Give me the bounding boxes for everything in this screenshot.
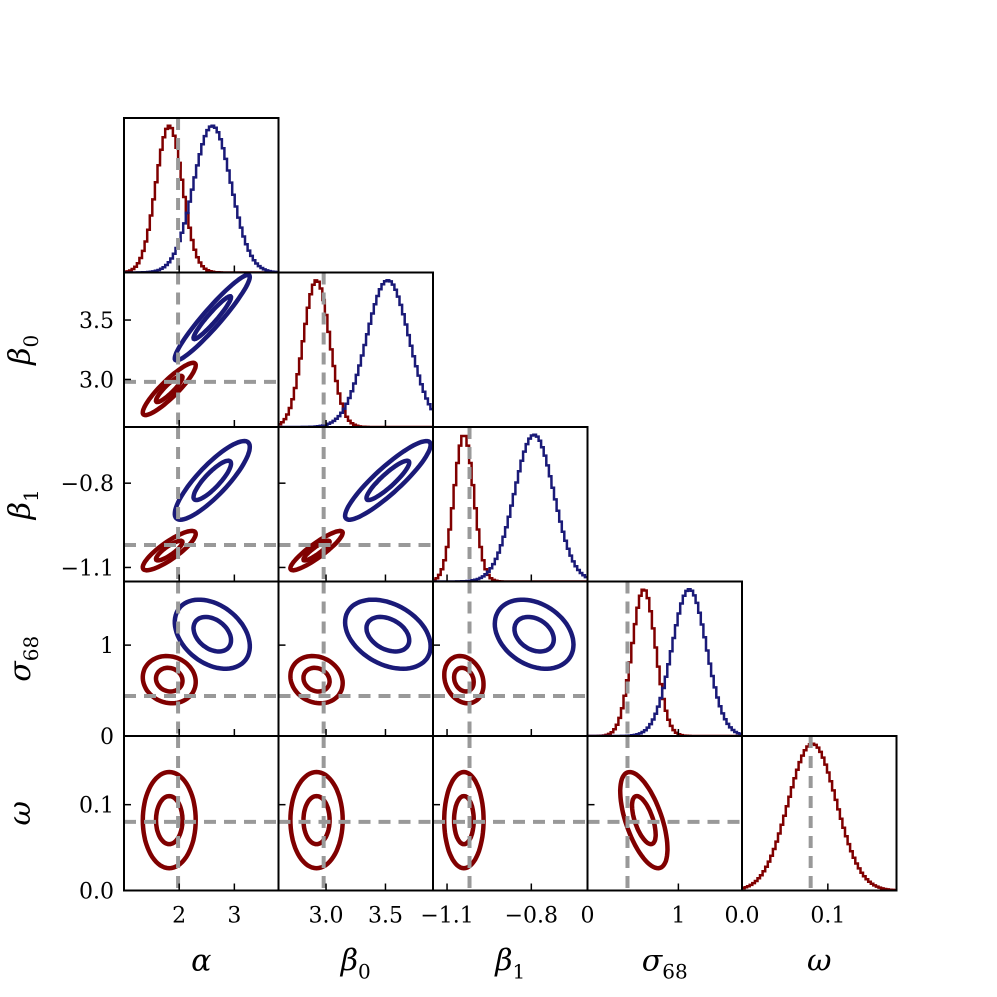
x-tick-label-sigma68: 1: [671, 904, 685, 929]
panel-frame-alpha-alpha: [123, 117, 280, 274]
contour-red-2sigma-alpha-omega: [140, 769, 198, 871]
contour-red-2sigma-alpha-beta0: [140, 360, 198, 418]
contour-blue-2sigma-alpha-beta0: [172, 272, 253, 363]
contour-red-2sigma-beta0-sigma68: [288, 653, 345, 706]
y-tick-label-omega: 0.1: [79, 794, 114, 819]
panel-frame-alpha-omega: [123, 735, 280, 892]
y-tick-label-sigma68: 1: [100, 634, 114, 659]
y-tick-label-beta1: −0.8: [61, 472, 114, 497]
x-tick-label-beta1: −0.8: [505, 904, 558, 929]
y-axis-label-sigma68: σ68: [3, 636, 43, 682]
contour-red-2sigma-sigma68-omega: [617, 769, 670, 871]
panel-alpha-beta1: [124, 427, 279, 582]
contour-blue-2sigma-beta1-sigma68: [492, 597, 576, 671]
x-tick-label-beta1: −1.1: [420, 904, 473, 929]
histogram-red-beta0: [278, 279, 433, 427]
panel-beta1-sigma68: [433, 581, 588, 736]
histogram-red-omega: [742, 742, 897, 891]
panel-beta0-beta1: [278, 427, 433, 582]
panel-omega-omega: [742, 736, 897, 891]
x-axis-label-omega: ω: [807, 944, 831, 979]
y-axis-label-omega: ω: [3, 801, 38, 825]
x-tick-label-beta0: 3.5: [368, 904, 403, 929]
contour-red-1sigma-beta0-sigma68: [301, 665, 332, 694]
contour-red-1sigma-alpha-beta1: [153, 538, 185, 563]
panel-sigma68-omega: [587, 736, 742, 891]
contour-blue-1sigma-beta1-sigma68: [512, 614, 557, 654]
panel-alpha-sigma68: [124, 581, 279, 736]
panel-beta0-beta0: [278, 272, 433, 427]
panel-beta0-sigma68: [278, 581, 433, 736]
axis-label-subscript: 1: [513, 960, 526, 984]
x-tick-label-omega: 0.0: [725, 904, 760, 929]
panel-alpha-beta0: [124, 272, 279, 427]
panel-alpha-alpha: [124, 118, 279, 273]
x-axis-label-beta0: β0: [340, 944, 371, 984]
x-tick-label-sigma68: 0: [581, 904, 595, 929]
axis-label-subscript: 0: [19, 335, 43, 348]
panel-frame-beta0-omega: [277, 735, 434, 892]
x-tick-label-omega: 0.1: [810, 904, 845, 929]
panel-frame-beta1-beta1: [432, 426, 589, 583]
y-tick-label-sigma68: 0: [100, 725, 114, 750]
panel-alpha-omega: [124, 736, 279, 891]
contour-blue-1sigma-beta0-sigma68: [364, 614, 412, 654]
x-axis-label-beta1: β1: [494, 944, 525, 984]
x-tick-label-beta0: 3.0: [309, 904, 344, 929]
histogram-blue-sigma68: [587, 587, 742, 736]
axis-label-subscript: 68: [19, 636, 43, 661]
contour-red-1sigma-alpha-beta0: [153, 373, 185, 405]
axis-label-subscript: 1: [19, 489, 43, 502]
panel-beta1-beta1: [433, 427, 588, 582]
x-tick-label-alpha: 3: [227, 904, 241, 929]
contour-blue-1sigma-alpha-beta0: [191, 294, 234, 342]
y-tick-label-beta0: 3.0: [79, 368, 114, 393]
axis-label-subscript: 0: [358, 960, 371, 984]
contour-blue-2sigma-alpha-sigma68: [172, 597, 253, 671]
histogram-red-sigma68: [587, 588, 742, 736]
panel-beta1-omega: [433, 736, 588, 891]
contour-blue-1sigma-alpha-sigma68: [191, 614, 234, 654]
contour-red-2sigma-beta0-omega: [288, 769, 345, 871]
contour-red-1sigma-sigma68-omega: [629, 793, 658, 847]
x-axis-label-alpha: α: [191, 944, 211, 979]
histogram-blue-alpha: [124, 124, 279, 273]
panel-frame-alpha-sigma68: [123, 580, 280, 737]
x-axis-label-sigma68: σ68: [642, 944, 688, 984]
contour-red-2sigma-beta0-beta1: [288, 528, 345, 573]
x-tick-label-alpha: 2: [172, 904, 186, 929]
contour-red-1sigma-alpha-sigma68: [153, 665, 185, 694]
contour-blue-2sigma-beta0-beta1: [342, 438, 433, 522]
y-axis-label-beta0: β0: [3, 335, 43, 366]
panel-sigma68-sigma68: [587, 581, 742, 736]
panel-frame-omega-omega: [741, 735, 898, 892]
panel-beta0-omega: [278, 736, 433, 891]
histogram-red-beta1: [433, 434, 588, 582]
contour-red-1sigma-beta1-sigma68: [451, 665, 476, 694]
y-tick-label-omega: 0.0: [79, 880, 114, 905]
axis-label-subscript: 68: [662, 960, 687, 984]
y-axis-label-beta1: β1: [3, 489, 43, 520]
histogram-blue-beta1: [433, 433, 588, 582]
y-tick-label-beta1: −1.1: [61, 556, 114, 581]
contour-red-2sigma-alpha-beta1: [140, 528, 198, 573]
histogram-red-alpha: [124, 124, 279, 273]
contour-blue-2sigma-alpha-beta1: [172, 438, 253, 522]
contour-blue-1sigma-alpha-beta1: [191, 458, 234, 503]
contour-red-2sigma-alpha-sigma68: [140, 653, 198, 706]
contour-blue-2sigma-beta0-sigma68: [342, 597, 433, 671]
panel-frame-sigma68-sigma68: [586, 580, 743, 737]
y-tick-label-beta0: 3.5: [79, 309, 114, 334]
contour-blue-1sigma-beta0-beta1: [364, 458, 412, 503]
